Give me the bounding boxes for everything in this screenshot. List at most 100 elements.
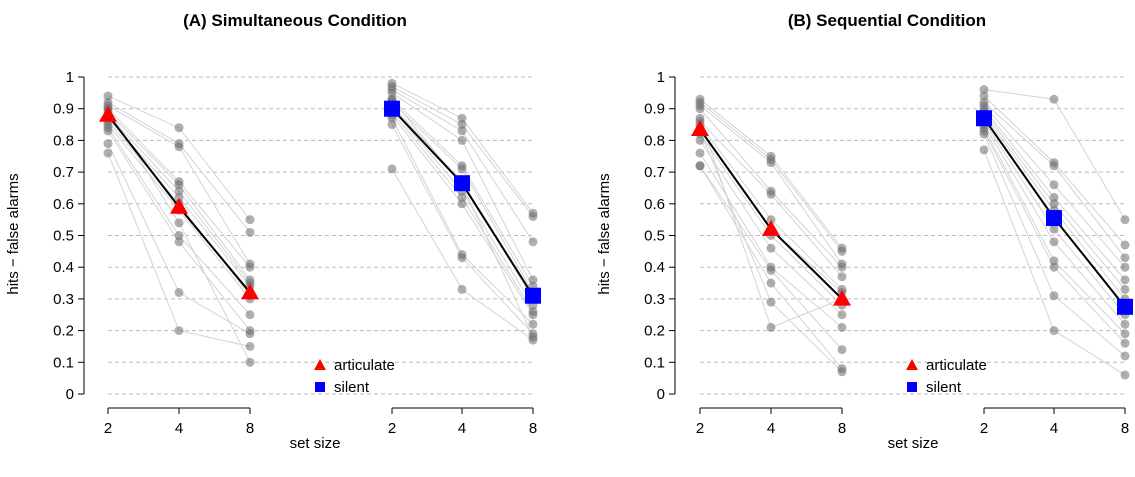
participant-point bbox=[457, 284, 467, 294]
participant-point bbox=[174, 231, 184, 240]
x-tick-label: 4 bbox=[175, 420, 183, 437]
x-tick-label: 4 bbox=[767, 420, 775, 437]
x-axis: 2 4 8 bbox=[104, 407, 254, 437]
mean-marker-square bbox=[976, 110, 992, 127]
participant-point bbox=[695, 113, 705, 123]
y-tick-label: 0 bbox=[66, 386, 74, 403]
participant-point bbox=[174, 288, 184, 298]
y-tick-label: 0.7 bbox=[644, 164, 665, 181]
participant-point bbox=[979, 145, 989, 155]
x-tick-label: 8 bbox=[246, 420, 254, 437]
legend-label: silent bbox=[926, 379, 962, 396]
x-tick-label: 8 bbox=[838, 420, 846, 437]
participant-point bbox=[1120, 284, 1130, 294]
participant-point bbox=[695, 104, 705, 114]
participant-point bbox=[174, 180, 184, 190]
participant-point bbox=[528, 310, 538, 320]
participant-point bbox=[979, 91, 989, 101]
participant-point bbox=[103, 139, 113, 149]
participant-point bbox=[1120, 253, 1130, 263]
y-axis-label: hits − false alarms bbox=[596, 173, 613, 294]
participant-point bbox=[1049, 94, 1059, 104]
x-tick-label: 2 bbox=[696, 420, 704, 437]
participant-point bbox=[1049, 291, 1059, 301]
mean-marker-triangle bbox=[170, 197, 188, 214]
participant-point bbox=[174, 142, 184, 152]
participant-line bbox=[699, 121, 843, 278]
y-tick-label: 0.2 bbox=[644, 323, 665, 340]
participant-point bbox=[1049, 262, 1059, 272]
legend-marker-triangle bbox=[906, 359, 918, 370]
legend: articulate silent bbox=[906, 357, 987, 396]
y-axis: 0 0.1 0.2 0.3 0.4 0.5 0.6 0.7 0.8 0.9 1 bbox=[644, 69, 676, 403]
mean-marker-square bbox=[454, 175, 470, 192]
participant-point bbox=[174, 237, 184, 247]
silent-mean bbox=[976, 110, 1133, 315]
mean-marker-square bbox=[384, 100, 400, 117]
legend-marker-square bbox=[315, 382, 325, 392]
participant-point bbox=[528, 275, 538, 285]
y-tick-label: 0.5 bbox=[53, 228, 74, 245]
participant-point bbox=[245, 227, 255, 237]
participant-point bbox=[766, 189, 776, 199]
x-tick-label: 4 bbox=[1050, 420, 1058, 437]
silent-participants bbox=[387, 78, 538, 345]
participant-point bbox=[528, 319, 538, 329]
participant-point bbox=[528, 237, 538, 247]
y-tick-label: 0.3 bbox=[644, 291, 665, 308]
legend-marker-square bbox=[907, 382, 917, 392]
participant-point bbox=[174, 218, 184, 228]
y-axis-label: hits − false alarms bbox=[5, 173, 22, 294]
mean-marker-triangle bbox=[762, 220, 780, 236]
participant-point bbox=[457, 120, 467, 130]
y-tick-label: 0.4 bbox=[644, 259, 665, 276]
participant-point bbox=[1120, 262, 1130, 272]
y-tick-label: 0.3 bbox=[53, 291, 74, 308]
participant-point bbox=[837, 246, 847, 256]
participant-point bbox=[837, 272, 847, 282]
participant-point bbox=[1120, 338, 1130, 348]
participant-line bbox=[391, 114, 534, 316]
participant-point bbox=[979, 129, 989, 139]
mean-marker-triangle bbox=[241, 283, 259, 300]
participant-point bbox=[766, 243, 776, 253]
y-tick-label: 1 bbox=[66, 69, 74, 86]
participant-point bbox=[1049, 237, 1059, 247]
participant-line bbox=[983, 101, 1126, 258]
participant-point bbox=[979, 85, 989, 95]
participant-point bbox=[528, 211, 538, 221]
participant-point bbox=[245, 357, 255, 367]
participant-point bbox=[695, 148, 705, 158]
x-tick-label: 4 bbox=[458, 420, 466, 437]
participant-point bbox=[174, 192, 184, 202]
participant-line bbox=[391, 124, 534, 335]
x-axis: 2 4 8 bbox=[980, 407, 1129, 437]
participant-point bbox=[387, 120, 397, 130]
participant-point bbox=[1049, 199, 1059, 209]
participant-point bbox=[387, 164, 397, 174]
participant-point bbox=[174, 123, 184, 133]
participant-point bbox=[1120, 319, 1130, 329]
participant-point bbox=[457, 135, 467, 145]
legend-label: silent bbox=[334, 379, 370, 396]
y-tick-label: 0.7 bbox=[53, 164, 74, 181]
participant-point bbox=[457, 192, 467, 202]
participant-point bbox=[766, 158, 776, 168]
participant-point bbox=[528, 332, 538, 342]
participant-line bbox=[699, 105, 843, 265]
legend: articulate silent bbox=[314, 357, 395, 396]
participant-point bbox=[245, 215, 255, 225]
participant-point bbox=[837, 345, 847, 355]
participant-point bbox=[103, 126, 113, 136]
y-tick-label: 1 bbox=[657, 69, 665, 86]
x-axis-label: set size bbox=[888, 435, 939, 452]
participant-point bbox=[1049, 180, 1059, 190]
participant-point bbox=[245, 310, 255, 320]
articulate-mean bbox=[99, 106, 259, 300]
participant-point bbox=[1120, 240, 1130, 250]
legend-marker-triangle bbox=[314, 359, 326, 370]
participant-point bbox=[1120, 351, 1130, 361]
mean-marker-square bbox=[1046, 210, 1062, 227]
participant-point bbox=[245, 329, 255, 339]
participant-point bbox=[837, 322, 847, 332]
